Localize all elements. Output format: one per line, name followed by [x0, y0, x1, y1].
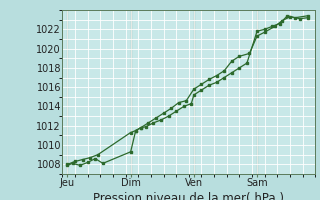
X-axis label: Pression niveau de la mer( hPa ): Pression niveau de la mer( hPa ) — [93, 192, 284, 200]
